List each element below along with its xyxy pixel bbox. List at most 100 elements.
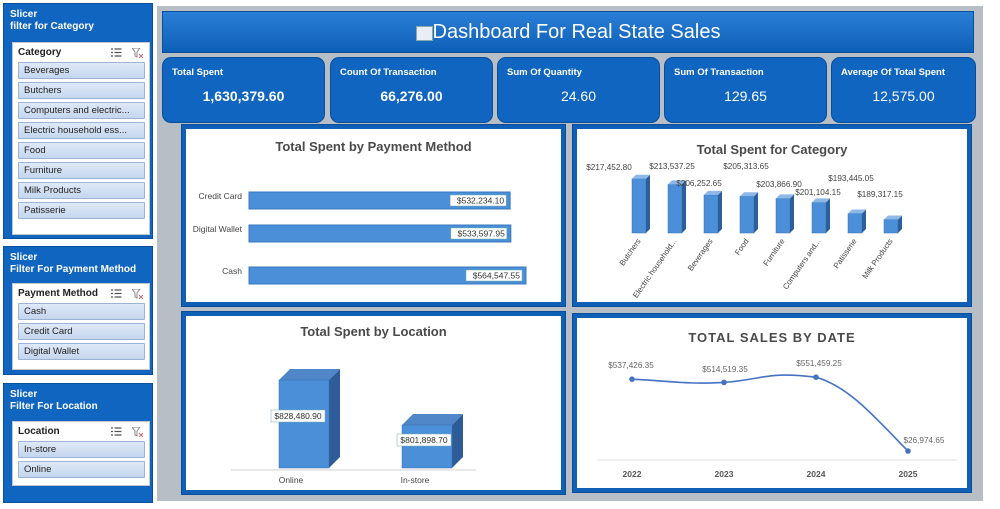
- bar-top: [632, 174, 650, 179]
- slicer-item-in-store[interactable]: In-store: [18, 441, 145, 458]
- data-label: $514,519.35: [702, 365, 748, 374]
- slicer-title: Slicer Filter For Payment Method: [4, 247, 152, 276]
- kpi-sum-of-transaction: Sum Of Transaction 129.65: [664, 57, 827, 123]
- data-point: [629, 376, 635, 382]
- bar: [248, 191, 511, 210]
- data-label: $801,898.70: [400, 435, 448, 445]
- x-tick-label: Patisserie: [832, 237, 859, 270]
- slicer-title-line1: Slicer: [10, 389, 38, 400]
- chart-title: Total Spent for Category: [696, 142, 848, 157]
- data-label: $189,317.15: [857, 190, 903, 199]
- bar: [883, 219, 899, 234]
- multi-select-icon[interactable]: [111, 48, 122, 57]
- data-label-box: [449, 194, 507, 207]
- slicer-item-computers[interactable]: Computers and electric...: [18, 102, 145, 119]
- data-point: [721, 379, 727, 386]
- slicer-item-furniture[interactable]: Furniture: [18, 162, 145, 179]
- slicer-field-name: Location: [18, 426, 60, 437]
- slicer-item-online[interactable]: Online: [18, 461, 145, 478]
- bar: [739, 196, 755, 234]
- kpi-average-total-spent: Average Of Total Spent 12,575.00: [831, 57, 976, 123]
- kpi-label: Average Of Total Spent: [841, 67, 945, 78]
- bar-side: [646, 174, 650, 233]
- x-tick-label: In-store: [401, 475, 430, 485]
- data-label-box: [450, 227, 508, 240]
- chart-location: $828,480.90 Online $801,898.70 In-store: [231, 369, 476, 485]
- slicer-item-milk-products[interactable]: Milk Products: [18, 182, 145, 199]
- bar: [847, 213, 863, 234]
- slicer-item-electric-household[interactable]: Electric household ess...: [18, 122, 145, 139]
- slicer-panel-payment-method: Slicer Filter For Payment Method Payment…: [3, 246, 153, 375]
- chart-sales-by-date: $537,426.35 2022 $514,519.35 2023 $551,459.2…: [597, 359, 957, 479]
- bar-side: [898, 215, 902, 233]
- data-label: $201,104.15: [795, 188, 841, 197]
- data-label: $193,445.05: [828, 174, 874, 183]
- bar-side: [862, 209, 866, 233]
- slicer-title-line2: filter for Category: [10, 21, 94, 32]
- data-label: $564,547.55: [473, 271, 521, 281]
- x-tick-label: Butchers: [618, 237, 643, 267]
- data-label: $203,866.90: [756, 180, 802, 189]
- slicer-title-line2: Filter For Payment Method: [10, 264, 137, 275]
- x-tick-label: Beverages: [686, 237, 715, 273]
- bar-side: [790, 194, 794, 233]
- bar: [278, 379, 330, 469]
- kpi-value: 12,575.00: [872, 88, 935, 104]
- slicer-title: Slicer filter for Category: [4, 4, 152, 33]
- bar-top: [740, 192, 758, 197]
- slicer-header: Location: [13, 422, 149, 441]
- bar-side: [754, 192, 758, 233]
- bar-side: [682, 180, 686, 233]
- slicer-item-cash[interactable]: Cash: [18, 303, 145, 320]
- kpi-label: Count Of Transaction: [340, 67, 437, 78]
- bar-top: [848, 209, 866, 214]
- multi-select-icon[interactable]: [111, 289, 122, 298]
- kpi-value: 129.65: [724, 88, 767, 104]
- slicer-item-list: In-store Online: [13, 441, 149, 478]
- data-label: $828,480.90: [274, 411, 322, 421]
- multi-select-icon[interactable]: [111, 427, 122, 436]
- y-tick-label: Credit Card: [199, 191, 243, 201]
- bar: [667, 184, 683, 234]
- slicer-header: Category: [13, 43, 149, 62]
- data-label: $551,459.25: [796, 359, 842, 368]
- clear-filter-icon[interactable]: [132, 47, 143, 58]
- x-tick-label: Food: [733, 237, 751, 257]
- bar-top: [812, 198, 830, 203]
- bar-side: [826, 198, 830, 233]
- slicer-item-patisserie[interactable]: Patisserie: [18, 202, 145, 219]
- chart-payment-method: Credit Card $532,234.10 Digital Wallet $533…: [193, 191, 527, 285]
- slicer-item-beverages[interactable]: Beverages: [18, 62, 145, 79]
- slicer-item-credit-card[interactable]: Credit Card: [18, 323, 145, 340]
- chart-title: TOTAL SALES BY DATE: [688, 330, 856, 345]
- slicer-title-line1: Slicer: [10, 9, 38, 20]
- bar: [631, 178, 647, 234]
- slicer-item-list: Beverages Butchers Computers and electri…: [13, 62, 149, 219]
- chart-title: Total Spent by Location: [300, 324, 447, 339]
- x-tick-label: 2024: [807, 469, 826, 479]
- bar-side: [718, 190, 722, 233]
- series-line: [631, 374, 909, 452]
- data-label: $532,234.10: [457, 196, 505, 206]
- bar: [703, 194, 719, 234]
- slicer-panel-location: Slicer Filter For Location Location In-s…: [3, 383, 153, 503]
- slicer-item-food[interactable]: Food: [18, 142, 145, 159]
- x-tick-label: Furniture: [761, 237, 786, 268]
- kpi-value: 66,276.00: [380, 88, 443, 104]
- image-placeholder-icon: [415, 25, 433, 41]
- x-tick-label: 2025: [899, 469, 918, 479]
- kpi-total-spent: Total Spent 1,630,379.60: [162, 57, 325, 123]
- slicer-item-butchers[interactable]: Butchers: [18, 82, 145, 99]
- bar: [248, 266, 527, 285]
- clear-filter-icon[interactable]: [132, 288, 143, 299]
- page-title: Dashboard For Real State Sales: [432, 20, 721, 43]
- slicer-field-name: Category: [18, 47, 62, 58]
- kpi-sum-of-quantity: Sum Of Quantity 24.60: [497, 57, 660, 123]
- data-point: [813, 374, 819, 381]
- clear-filter-icon[interactable]: [132, 426, 143, 437]
- bar: [248, 224, 512, 243]
- bar-top: [884, 215, 902, 220]
- slicer-item-digital-wallet[interactable]: Digital Wallet: [18, 343, 145, 360]
- slicer-box-category: Category Beverages Butchers Computers an…: [12, 42, 150, 235]
